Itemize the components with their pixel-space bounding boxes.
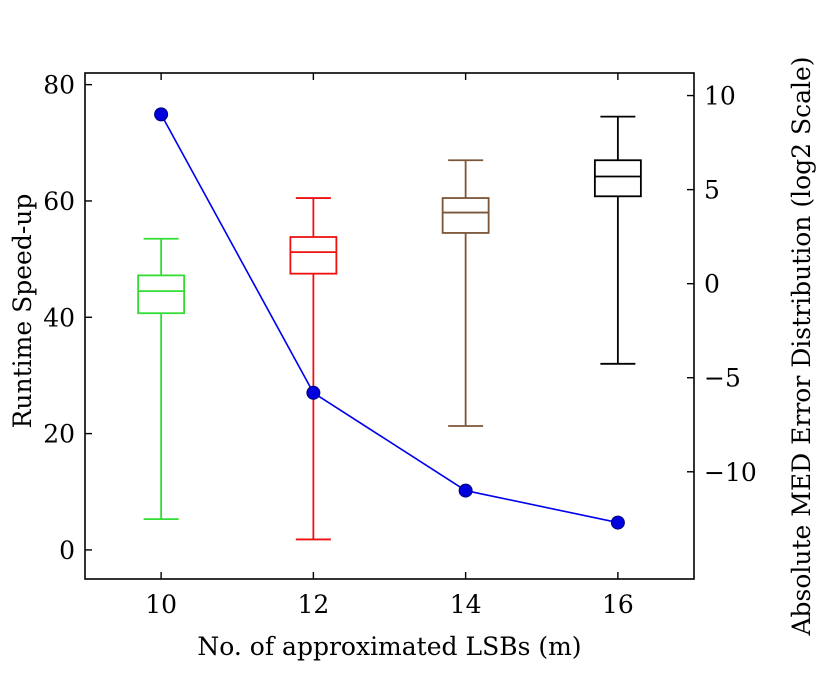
y-tick-label: 40	[43, 303, 75, 332]
y2-tick-label: 10	[704, 82, 736, 111]
box-plot	[137, 237, 186, 520]
box-body	[441, 197, 490, 234]
error-point	[458, 483, 473, 498]
box-body	[593, 159, 642, 198]
y2-tick-label: −5	[704, 364, 741, 393]
axis-tick-labels: 10 12 14 16 0 20 40 60 80 10 5 0 −5 −10	[43, 71, 757, 619]
y2-tick-label: 0	[704, 270, 720, 299]
error-point	[154, 107, 169, 122]
error-line-series	[154, 107, 625, 530]
x-tick-label: 14	[450, 590, 482, 619]
x-tick-label: 16	[602, 590, 634, 619]
box-plot	[289, 197, 338, 541]
y2-tick-label: −10	[704, 458, 757, 487]
x-tick-label: 10	[145, 590, 177, 619]
box-plots	[137, 115, 642, 541]
axis-ticks	[85, 73, 694, 579]
box-plot	[441, 159, 490, 427]
error-line	[160, 113, 619, 524]
y-tick-label: 80	[43, 71, 75, 100]
x-tick-label: 12	[297, 590, 329, 619]
y2-tick-label: 5	[704, 176, 720, 205]
error-point	[610, 515, 625, 530]
y-tick-label: 20	[43, 420, 75, 449]
y-tick-label: 60	[43, 187, 75, 216]
y2-axis-title: Absolute MED Error Distribution (log2 Sc…	[787, 56, 816, 636]
box-body	[137, 274, 186, 315]
box-plot	[593, 115, 642, 365]
error-point	[306, 385, 321, 400]
y-axis-title: Runtime Speed-up	[8, 194, 37, 429]
box-body	[289, 236, 338, 275]
x-axis-title: No. of approximated LSBs (m)	[197, 632, 581, 661]
plot-frame	[84, 72, 695, 580]
y-tick-label: 0	[59, 536, 75, 565]
